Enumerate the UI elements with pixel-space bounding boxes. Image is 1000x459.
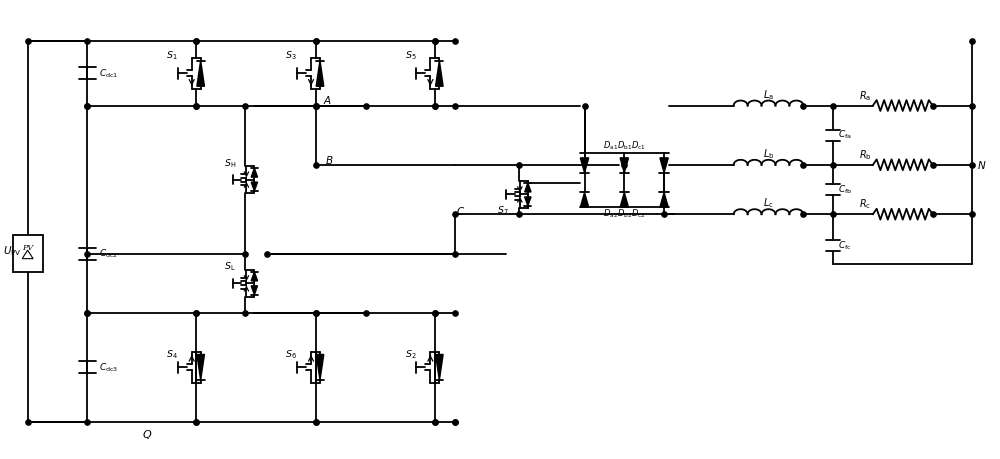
Polygon shape bbox=[436, 61, 443, 86]
Text: $S_6$: $S_6$ bbox=[285, 348, 297, 361]
Text: $D_{\rm a1}D_{\rm b1}D_{\rm c1}$: $D_{\rm a1}D_{\rm b1}D_{\rm c1}$ bbox=[603, 140, 646, 152]
Polygon shape bbox=[525, 197, 531, 206]
Text: $S_{\rm H}$: $S_{\rm H}$ bbox=[224, 157, 236, 169]
Text: $S_7$: $S_7$ bbox=[497, 204, 509, 217]
Polygon shape bbox=[660, 158, 668, 173]
Polygon shape bbox=[197, 354, 204, 380]
Polygon shape bbox=[620, 158, 628, 173]
Text: $B$: $B$ bbox=[325, 154, 333, 166]
Text: $C$: $C$ bbox=[456, 205, 465, 217]
Text: $S_4$: $S_4$ bbox=[166, 348, 178, 361]
Polygon shape bbox=[251, 286, 258, 295]
Polygon shape bbox=[316, 61, 324, 86]
FancyBboxPatch shape bbox=[13, 235, 43, 273]
Text: $C_{\rm dc3}$: $C_{\rm dc3}$ bbox=[99, 361, 118, 374]
Text: $L_{\rm c}$: $L_{\rm c}$ bbox=[763, 196, 774, 210]
Text: $C_{\rm fa}$: $C_{\rm fa}$ bbox=[838, 129, 852, 141]
Text: $A$: $A$ bbox=[323, 94, 332, 106]
Text: $U_{\rm PV}$: $U_{\rm PV}$ bbox=[3, 244, 22, 257]
Polygon shape bbox=[660, 192, 668, 207]
Text: $S_5$: $S_5$ bbox=[405, 50, 416, 62]
Polygon shape bbox=[436, 354, 443, 380]
Polygon shape bbox=[580, 192, 589, 207]
Text: $D_{\rm a2}D_{\rm b2}D_{\rm c2}$: $D_{\rm a2}D_{\rm b2}D_{\rm c2}$ bbox=[603, 208, 646, 220]
Text: $R_{\rm c}$: $R_{\rm c}$ bbox=[859, 197, 871, 211]
Text: $C_{\rm fc}$: $C_{\rm fc}$ bbox=[838, 240, 852, 252]
Polygon shape bbox=[580, 158, 589, 173]
Polygon shape bbox=[251, 168, 258, 177]
Polygon shape bbox=[620, 192, 628, 207]
Text: $S_3$: $S_3$ bbox=[285, 50, 297, 62]
Text: $S_2$: $S_2$ bbox=[405, 348, 416, 361]
Text: $R_{\rm b}$: $R_{\rm b}$ bbox=[859, 148, 871, 162]
Text: $S_1$: $S_1$ bbox=[166, 50, 177, 62]
Text: $N$: $N$ bbox=[977, 159, 987, 171]
Polygon shape bbox=[251, 272, 258, 281]
Text: $C_{\rm dc2}$: $C_{\rm dc2}$ bbox=[99, 247, 118, 260]
Polygon shape bbox=[251, 182, 258, 191]
Text: $R_{\rm a}$: $R_{\rm a}$ bbox=[859, 89, 871, 102]
Text: PV: PV bbox=[22, 244, 33, 252]
Text: $S_{\rm L}$: $S_{\rm L}$ bbox=[224, 261, 235, 273]
Text: $C_{\rm dc1}$: $C_{\rm dc1}$ bbox=[99, 67, 118, 80]
Polygon shape bbox=[525, 183, 531, 192]
Text: $L_{\rm b}$: $L_{\rm b}$ bbox=[763, 147, 774, 161]
Text: $Q$: $Q$ bbox=[142, 428, 152, 441]
Text: $C_{\rm fb}$: $C_{\rm fb}$ bbox=[838, 183, 852, 196]
Text: $L_{\rm a}$: $L_{\rm a}$ bbox=[763, 88, 774, 101]
Polygon shape bbox=[197, 61, 204, 86]
Polygon shape bbox=[316, 354, 324, 380]
